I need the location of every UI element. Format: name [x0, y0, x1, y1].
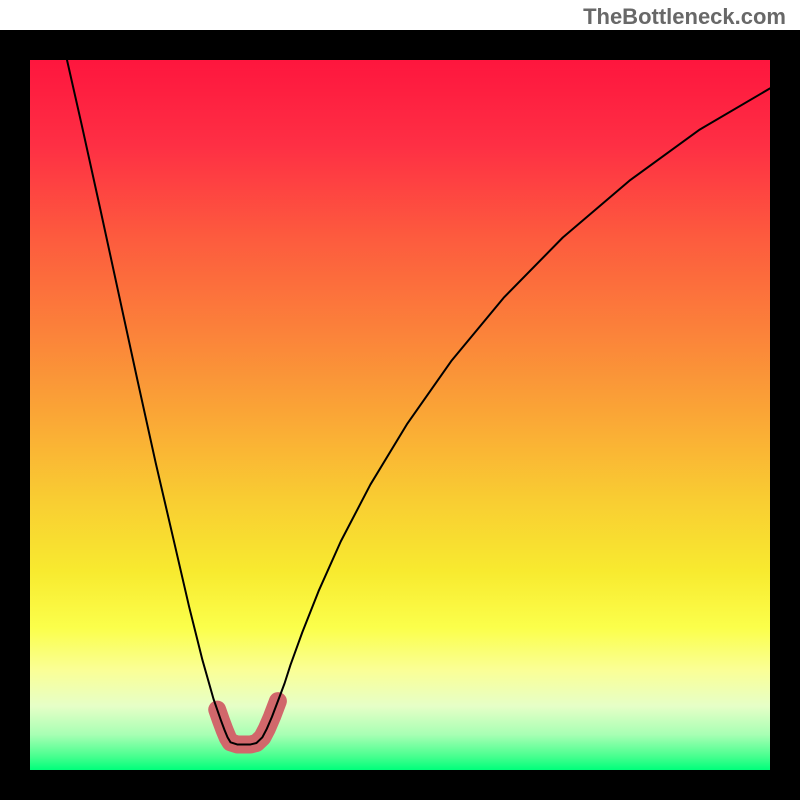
attribution-text: TheBottleneck.com: [583, 4, 786, 30]
bottleneck-curve-chart: [0, 0, 800, 800]
chart-container: TheBottleneck.com: [0, 0, 800, 800]
chart-background-gradient: [30, 60, 770, 770]
